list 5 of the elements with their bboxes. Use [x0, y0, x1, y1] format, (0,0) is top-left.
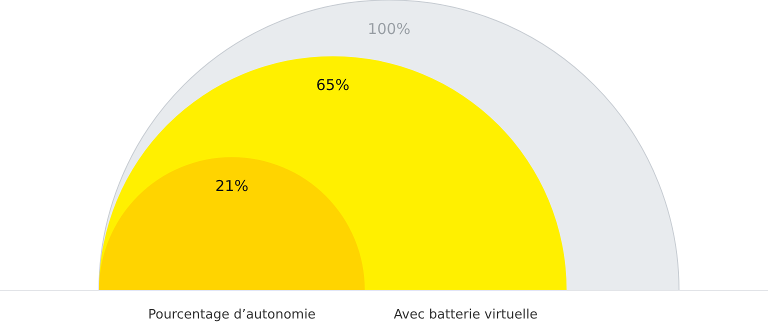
data-label: 21%: [215, 176, 249, 195]
data-label: 100%: [368, 20, 410, 38]
data-label: 65%: [316, 76, 350, 94]
category-label: Avec batterie virtuelle: [394, 307, 538, 322]
category-label: Pourcentage d’autonomie: [148, 307, 316, 322]
